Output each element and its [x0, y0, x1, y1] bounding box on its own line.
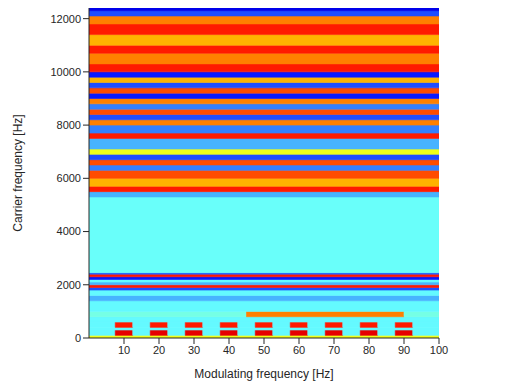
svg-text:30: 30: [188, 344, 200, 356]
svg-text:Modulating frequency [Hz]: Modulating frequency [Hz]: [194, 367, 333, 381]
svg-text:20: 20: [153, 344, 165, 356]
svg-text:10: 10: [118, 344, 130, 356]
svg-text:10000: 10000: [50, 66, 81, 78]
svg-text:6000: 6000: [57, 172, 81, 184]
svg-text:4000: 4000: [57, 225, 81, 237]
svg-text:60: 60: [293, 344, 305, 356]
svg-text:80: 80: [363, 344, 375, 356]
svg-text:Carrier frequency [Hz]: Carrier frequency [Hz]: [11, 114, 25, 231]
svg-text:90: 90: [398, 344, 410, 356]
svg-text:40: 40: [223, 344, 235, 356]
svg-text:2000: 2000: [57, 279, 81, 291]
svg-text:50: 50: [258, 344, 270, 356]
svg-text:0: 0: [75, 332, 81, 344]
svg-text:12000: 12000: [50, 13, 81, 25]
svg-text:8000: 8000: [57, 119, 81, 131]
svg-text:70: 70: [328, 344, 340, 356]
svg-text:100: 100: [430, 344, 448, 356]
